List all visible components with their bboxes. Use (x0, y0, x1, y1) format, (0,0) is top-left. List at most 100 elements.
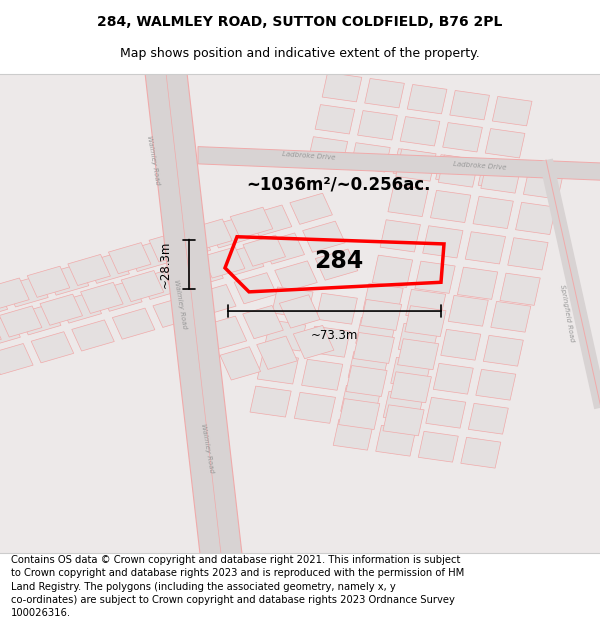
Polygon shape (27, 266, 70, 298)
Polygon shape (485, 129, 525, 158)
Polygon shape (6, 276, 48, 307)
Polygon shape (457, 267, 498, 299)
Polygon shape (365, 79, 404, 108)
Polygon shape (257, 353, 298, 384)
Polygon shape (206, 316, 247, 349)
Polygon shape (194, 284, 236, 316)
Polygon shape (450, 91, 490, 120)
Polygon shape (40, 294, 83, 325)
Polygon shape (390, 372, 431, 402)
Polygon shape (250, 386, 291, 417)
Polygon shape (341, 386, 380, 416)
Polygon shape (0, 278, 29, 309)
Polygon shape (112, 308, 155, 339)
Polygon shape (198, 147, 600, 181)
Polygon shape (202, 247, 245, 278)
Polygon shape (275, 261, 317, 292)
Polygon shape (243, 306, 283, 339)
Polygon shape (230, 207, 273, 238)
Polygon shape (302, 359, 343, 390)
Polygon shape (393, 149, 433, 178)
Text: Springfield Road: Springfield Road (559, 284, 575, 342)
Polygon shape (190, 219, 232, 250)
Polygon shape (478, 161, 518, 190)
Polygon shape (295, 392, 335, 423)
Polygon shape (0, 74, 600, 553)
Polygon shape (376, 426, 416, 456)
Polygon shape (0, 344, 33, 374)
Polygon shape (465, 232, 506, 264)
Polygon shape (243, 235, 286, 266)
Polygon shape (322, 72, 362, 102)
Polygon shape (398, 323, 438, 354)
Text: Ladbroke Drive: Ladbroke Drive (282, 151, 336, 161)
Text: ~28.3m: ~28.3m (159, 241, 172, 288)
Polygon shape (438, 155, 479, 187)
Polygon shape (316, 249, 358, 280)
Polygon shape (309, 326, 350, 357)
Polygon shape (353, 332, 394, 364)
Polygon shape (234, 272, 277, 304)
Polygon shape (0, 306, 42, 337)
Polygon shape (436, 154, 475, 184)
Polygon shape (476, 369, 516, 400)
Polygon shape (127, 241, 170, 271)
Polygon shape (221, 245, 264, 276)
Polygon shape (356, 318, 395, 348)
Polygon shape (461, 438, 501, 468)
Polygon shape (415, 261, 455, 293)
Polygon shape (391, 357, 431, 388)
Polygon shape (121, 271, 164, 302)
Text: ~73.3m: ~73.3m (311, 329, 358, 342)
Text: Ladbroke Drive: Ladbroke Drive (453, 161, 507, 171)
Polygon shape (262, 233, 305, 264)
Polygon shape (406, 289, 446, 320)
Polygon shape (257, 336, 297, 369)
Polygon shape (361, 299, 401, 331)
Text: Contains OS data © Crown copyright and database right 2021. This information is : Contains OS data © Crown copyright and d… (11, 555, 464, 618)
Polygon shape (149, 231, 191, 262)
Polygon shape (500, 273, 540, 306)
Polygon shape (481, 161, 521, 193)
Polygon shape (100, 280, 142, 311)
Polygon shape (280, 295, 320, 328)
Polygon shape (46, 264, 89, 295)
Polygon shape (363, 283, 403, 314)
Polygon shape (398, 339, 439, 370)
Text: 284, WALMLEY ROAD, SUTTON COLDFIELD, B76 2PL: 284, WALMLEY ROAD, SUTTON COLDFIELD, B76… (97, 15, 503, 29)
Polygon shape (265, 320, 306, 351)
Text: Walmley Road: Walmley Road (146, 135, 160, 185)
Polygon shape (346, 366, 387, 396)
Polygon shape (272, 287, 313, 318)
Polygon shape (308, 137, 347, 166)
Polygon shape (383, 405, 424, 436)
Polygon shape (290, 193, 332, 224)
Polygon shape (426, 398, 466, 428)
Polygon shape (209, 217, 251, 248)
Polygon shape (491, 301, 531, 332)
Polygon shape (220, 347, 260, 380)
Polygon shape (473, 196, 514, 229)
Text: Map shows position and indicative extent of the property.: Map shows position and indicative extent… (120, 47, 480, 59)
Polygon shape (469, 403, 508, 434)
Polygon shape (523, 167, 563, 199)
Polygon shape (333, 419, 373, 450)
Polygon shape (302, 221, 345, 253)
Polygon shape (19, 304, 61, 335)
Polygon shape (293, 326, 334, 359)
Polygon shape (338, 399, 380, 429)
Polygon shape (433, 363, 473, 394)
Polygon shape (144, 64, 243, 562)
Polygon shape (422, 226, 463, 258)
Polygon shape (350, 142, 390, 172)
Polygon shape (109, 242, 151, 274)
Text: 284: 284 (314, 249, 364, 272)
Polygon shape (407, 84, 447, 114)
Polygon shape (358, 111, 397, 140)
Polygon shape (400, 117, 440, 146)
Polygon shape (443, 122, 482, 152)
Polygon shape (388, 184, 428, 216)
Polygon shape (87, 253, 130, 283)
Polygon shape (249, 205, 292, 236)
Polygon shape (162, 259, 205, 290)
